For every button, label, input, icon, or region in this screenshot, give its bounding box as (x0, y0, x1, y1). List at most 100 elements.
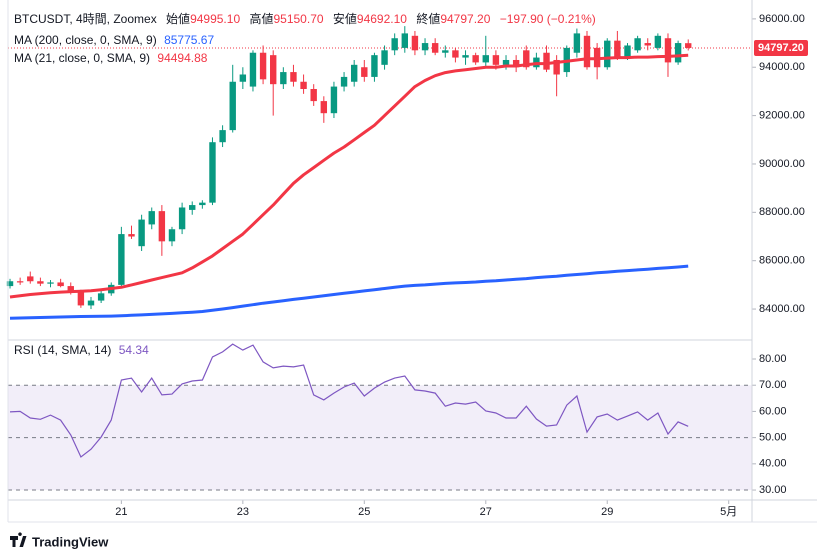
candle-body (401, 33, 408, 48)
candle-body (452, 50, 459, 58)
candle-body (37, 281, 44, 284)
y-tick-label: 50.00 (759, 432, 787, 444)
candle-body (290, 72, 297, 82)
candle-body (259, 52, 267, 80)
candle-body (381, 50, 388, 65)
candle-body (502, 59, 510, 65)
candle-body (330, 86, 338, 114)
legend-value: 54.34 (119, 343, 149, 357)
candle-body (47, 282, 54, 284)
candle-body (270, 55, 277, 85)
candle-body (178, 207, 186, 230)
candle-body (512, 59, 520, 68)
y-tick-label: 88000.00 (759, 206, 805, 218)
logo-mark (10, 532, 27, 547)
legend-name: RSI (14, SMA, 14) (14, 343, 111, 357)
y-tick-label: 96000.00 (759, 13, 805, 25)
legend-value: 85775.67 (164, 33, 214, 47)
last-price-tag (754, 39, 808, 56)
candle-body (219, 130, 226, 143)
rsi-legend: RSI (14, SMA, 14) 54.34 (14, 343, 149, 357)
candle-body (280, 72, 287, 85)
candle-body (239, 74, 247, 82)
candle-body (209, 142, 216, 203)
ohlc-label: 高値 (249, 11, 273, 26)
candle-body (229, 81, 236, 131)
ohlc-label: 安値 (333, 11, 357, 26)
y-tick-label: 70.00 (759, 379, 787, 391)
candle-body (148, 211, 155, 225)
ma-line (9, 53, 689, 299)
y-tick-label: 90000.00 (759, 158, 805, 170)
candle-body (523, 50, 530, 68)
candle-body (411, 35, 419, 51)
candle-body (6, 281, 14, 287)
candle-body (685, 43, 692, 48)
candle-body (442, 50, 449, 53)
candle-body (553, 59, 560, 75)
candle-body (199, 202, 206, 206)
x-tick-label: 23 (237, 506, 249, 518)
candle-body (674, 43, 682, 63)
candle-body (634, 38, 641, 51)
candle-body (462, 55, 469, 58)
candle-body (97, 293, 105, 301)
panes: 84000.00 86000.00 88000.00 90000.00 92000.00… (6, 13, 808, 518)
candle-body (543, 52, 550, 70)
y-tick-label: 92000.00 (759, 110, 805, 122)
candle-body (128, 234, 135, 237)
candle-body (138, 219, 145, 247)
legend-value: 94494.88 (157, 51, 207, 65)
candle-body (67, 286, 74, 293)
candle-body (492, 55, 500, 65)
ma21-legend: MA (21, close, 0, SMA, 9) 94494.88 (14, 51, 208, 65)
y-tick-label: 86000.00 (759, 255, 805, 267)
candle-body (16, 281, 24, 283)
y-tick-label: 40.00 (759, 458, 787, 470)
candle-body (27, 276, 34, 282)
candle-body (654, 35, 662, 48)
last-price-label: 94797.20 (758, 42, 804, 54)
legend-name: MA (21, close, 0, SMA, 9) (14, 51, 150, 65)
change: −197.90 (−0.21%) (500, 12, 596, 26)
x-tick-label: 21 (115, 506, 127, 518)
header: BTCUSDT, 4時間, Zoomex 始値94995.10 高値95150.… (14, 11, 596, 26)
candle-body (361, 67, 368, 77)
candle-body (249, 52, 257, 87)
ma200-legend: MA (200, close, 0, SMA, 9) 85775.67 (14, 33, 214, 47)
x-tick-label: 27 (480, 506, 492, 518)
candle-body (472, 55, 479, 63)
candle-body (391, 38, 398, 51)
candle-body (87, 300, 95, 306)
candle-body (482, 55, 489, 63)
ohlc-label: 始値 (166, 11, 190, 26)
candle-body (624, 45, 631, 58)
candle-body (300, 81, 307, 90)
candle-body (168, 229, 176, 242)
x-tick-label: 29 (601, 506, 613, 518)
candle-body (158, 211, 166, 242)
candle-body (614, 40, 621, 58)
candle-body (431, 43, 439, 53)
y-tick-label: 80.00 (759, 353, 787, 365)
y-tick-label: 60.00 (759, 405, 787, 417)
ohlc-value: 95150.70 (273, 12, 323, 26)
ohlc-value: 94692.10 (357, 12, 407, 26)
candle-body (189, 205, 196, 210)
candle-body (573, 33, 581, 53)
candle-body (340, 76, 348, 87)
candle-body (118, 234, 125, 285)
candle-body (77, 292, 85, 306)
x-tick-label: 25 (358, 506, 370, 518)
candle-body (57, 282, 64, 287)
candle-body (421, 43, 429, 51)
candle-body (371, 55, 378, 77)
candle-body (583, 35, 591, 68)
candle-body (644, 43, 651, 46)
y-tick-label: 30.00 (759, 484, 787, 496)
ohlc-value: 94995.10 (190, 12, 240, 26)
ohlc-value: 94797.20 (440, 12, 490, 26)
candle-body (664, 38, 672, 63)
candle-body (320, 101, 328, 114)
